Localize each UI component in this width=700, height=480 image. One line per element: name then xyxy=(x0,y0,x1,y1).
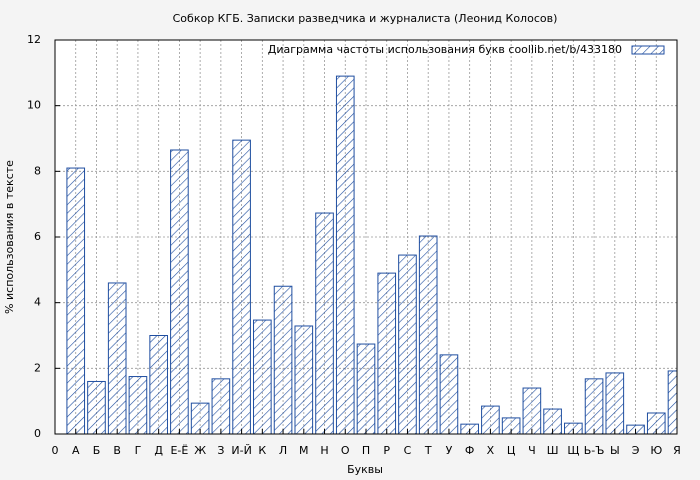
y-tick-label: 10 xyxy=(27,99,41,112)
bar xyxy=(584,378,604,434)
x-tick-label: С xyxy=(404,444,412,457)
x-tick-label: Х xyxy=(487,444,495,457)
bar xyxy=(667,370,677,434)
bar xyxy=(273,285,293,434)
bar xyxy=(149,335,168,434)
bar xyxy=(66,167,86,434)
y-tick-label: 6 xyxy=(34,230,41,243)
bar xyxy=(294,325,314,434)
x-tick-label: А xyxy=(72,444,80,457)
x-tick-label: З xyxy=(217,444,224,457)
x-tick-label: У xyxy=(446,444,453,457)
x-tick-label: Г xyxy=(135,444,142,457)
x-tick-label: М xyxy=(299,444,309,457)
bar xyxy=(377,272,397,434)
y-tick-label: 0 xyxy=(34,427,41,440)
bar xyxy=(439,354,459,434)
y-tick-label: 4 xyxy=(34,296,41,309)
bar xyxy=(481,405,500,434)
bar xyxy=(398,254,417,434)
legend-label: Диаграмма частоты использования букв coo… xyxy=(268,43,622,56)
bar xyxy=(170,149,189,434)
x-tick-label: Т xyxy=(424,444,432,457)
x-tick-label: Ж xyxy=(194,444,206,457)
bar xyxy=(87,380,106,434)
bar xyxy=(128,376,148,434)
x-tick-label: Ц xyxy=(507,444,516,457)
x-tick-label: Ю xyxy=(650,444,662,457)
y-axis-label: % использования в тексте xyxy=(3,160,16,314)
bar xyxy=(253,319,272,434)
x-tick-label: Л xyxy=(279,444,287,457)
x-axis-label: Буквы xyxy=(347,463,383,476)
x-tick-label: П xyxy=(362,444,370,457)
x-tick-label: Ь-Ъ xyxy=(584,444,605,457)
bar xyxy=(335,75,355,434)
bar xyxy=(418,235,438,434)
legend-swatch xyxy=(631,45,665,55)
bar xyxy=(107,282,127,434)
x-tick-label: И-Й xyxy=(231,444,251,457)
x-tick-label: 0 xyxy=(52,444,59,457)
x-tick-label: Н xyxy=(320,444,328,457)
x-tick-label: О xyxy=(341,444,350,457)
x-tick-label: Д xyxy=(154,444,163,457)
x-tick-label: Ш xyxy=(547,444,559,457)
x-tick-label: Е-Ё xyxy=(170,444,188,457)
x-tick-label: Щ xyxy=(567,444,579,457)
x-tick-label: Р xyxy=(383,444,390,457)
x-tick-label: Ч xyxy=(528,444,536,457)
y-tick-label: 8 xyxy=(34,164,41,177)
bar xyxy=(232,139,251,434)
y-tick-label: 12 xyxy=(27,33,41,46)
bar xyxy=(564,422,583,434)
plot-frame xyxy=(54,39,678,435)
bar xyxy=(356,343,376,434)
x-tick-label: Б xyxy=(93,444,101,457)
x-tick-label: Э xyxy=(632,444,640,457)
bar xyxy=(522,387,542,434)
x-tick-label: Ы xyxy=(610,444,620,457)
bar xyxy=(315,212,334,434)
plot xyxy=(55,40,677,434)
bar xyxy=(605,372,625,434)
x-tick-label: К xyxy=(258,444,266,457)
x-tick-label: Ф xyxy=(465,444,474,457)
bar xyxy=(211,378,231,434)
x-tick-label: Я xyxy=(673,444,681,457)
x-tick-label: В xyxy=(113,444,121,457)
chart-title: Собкор КГБ. Записки разведчика и журнали… xyxy=(173,12,558,25)
y-tick-label: 2 xyxy=(34,361,41,374)
